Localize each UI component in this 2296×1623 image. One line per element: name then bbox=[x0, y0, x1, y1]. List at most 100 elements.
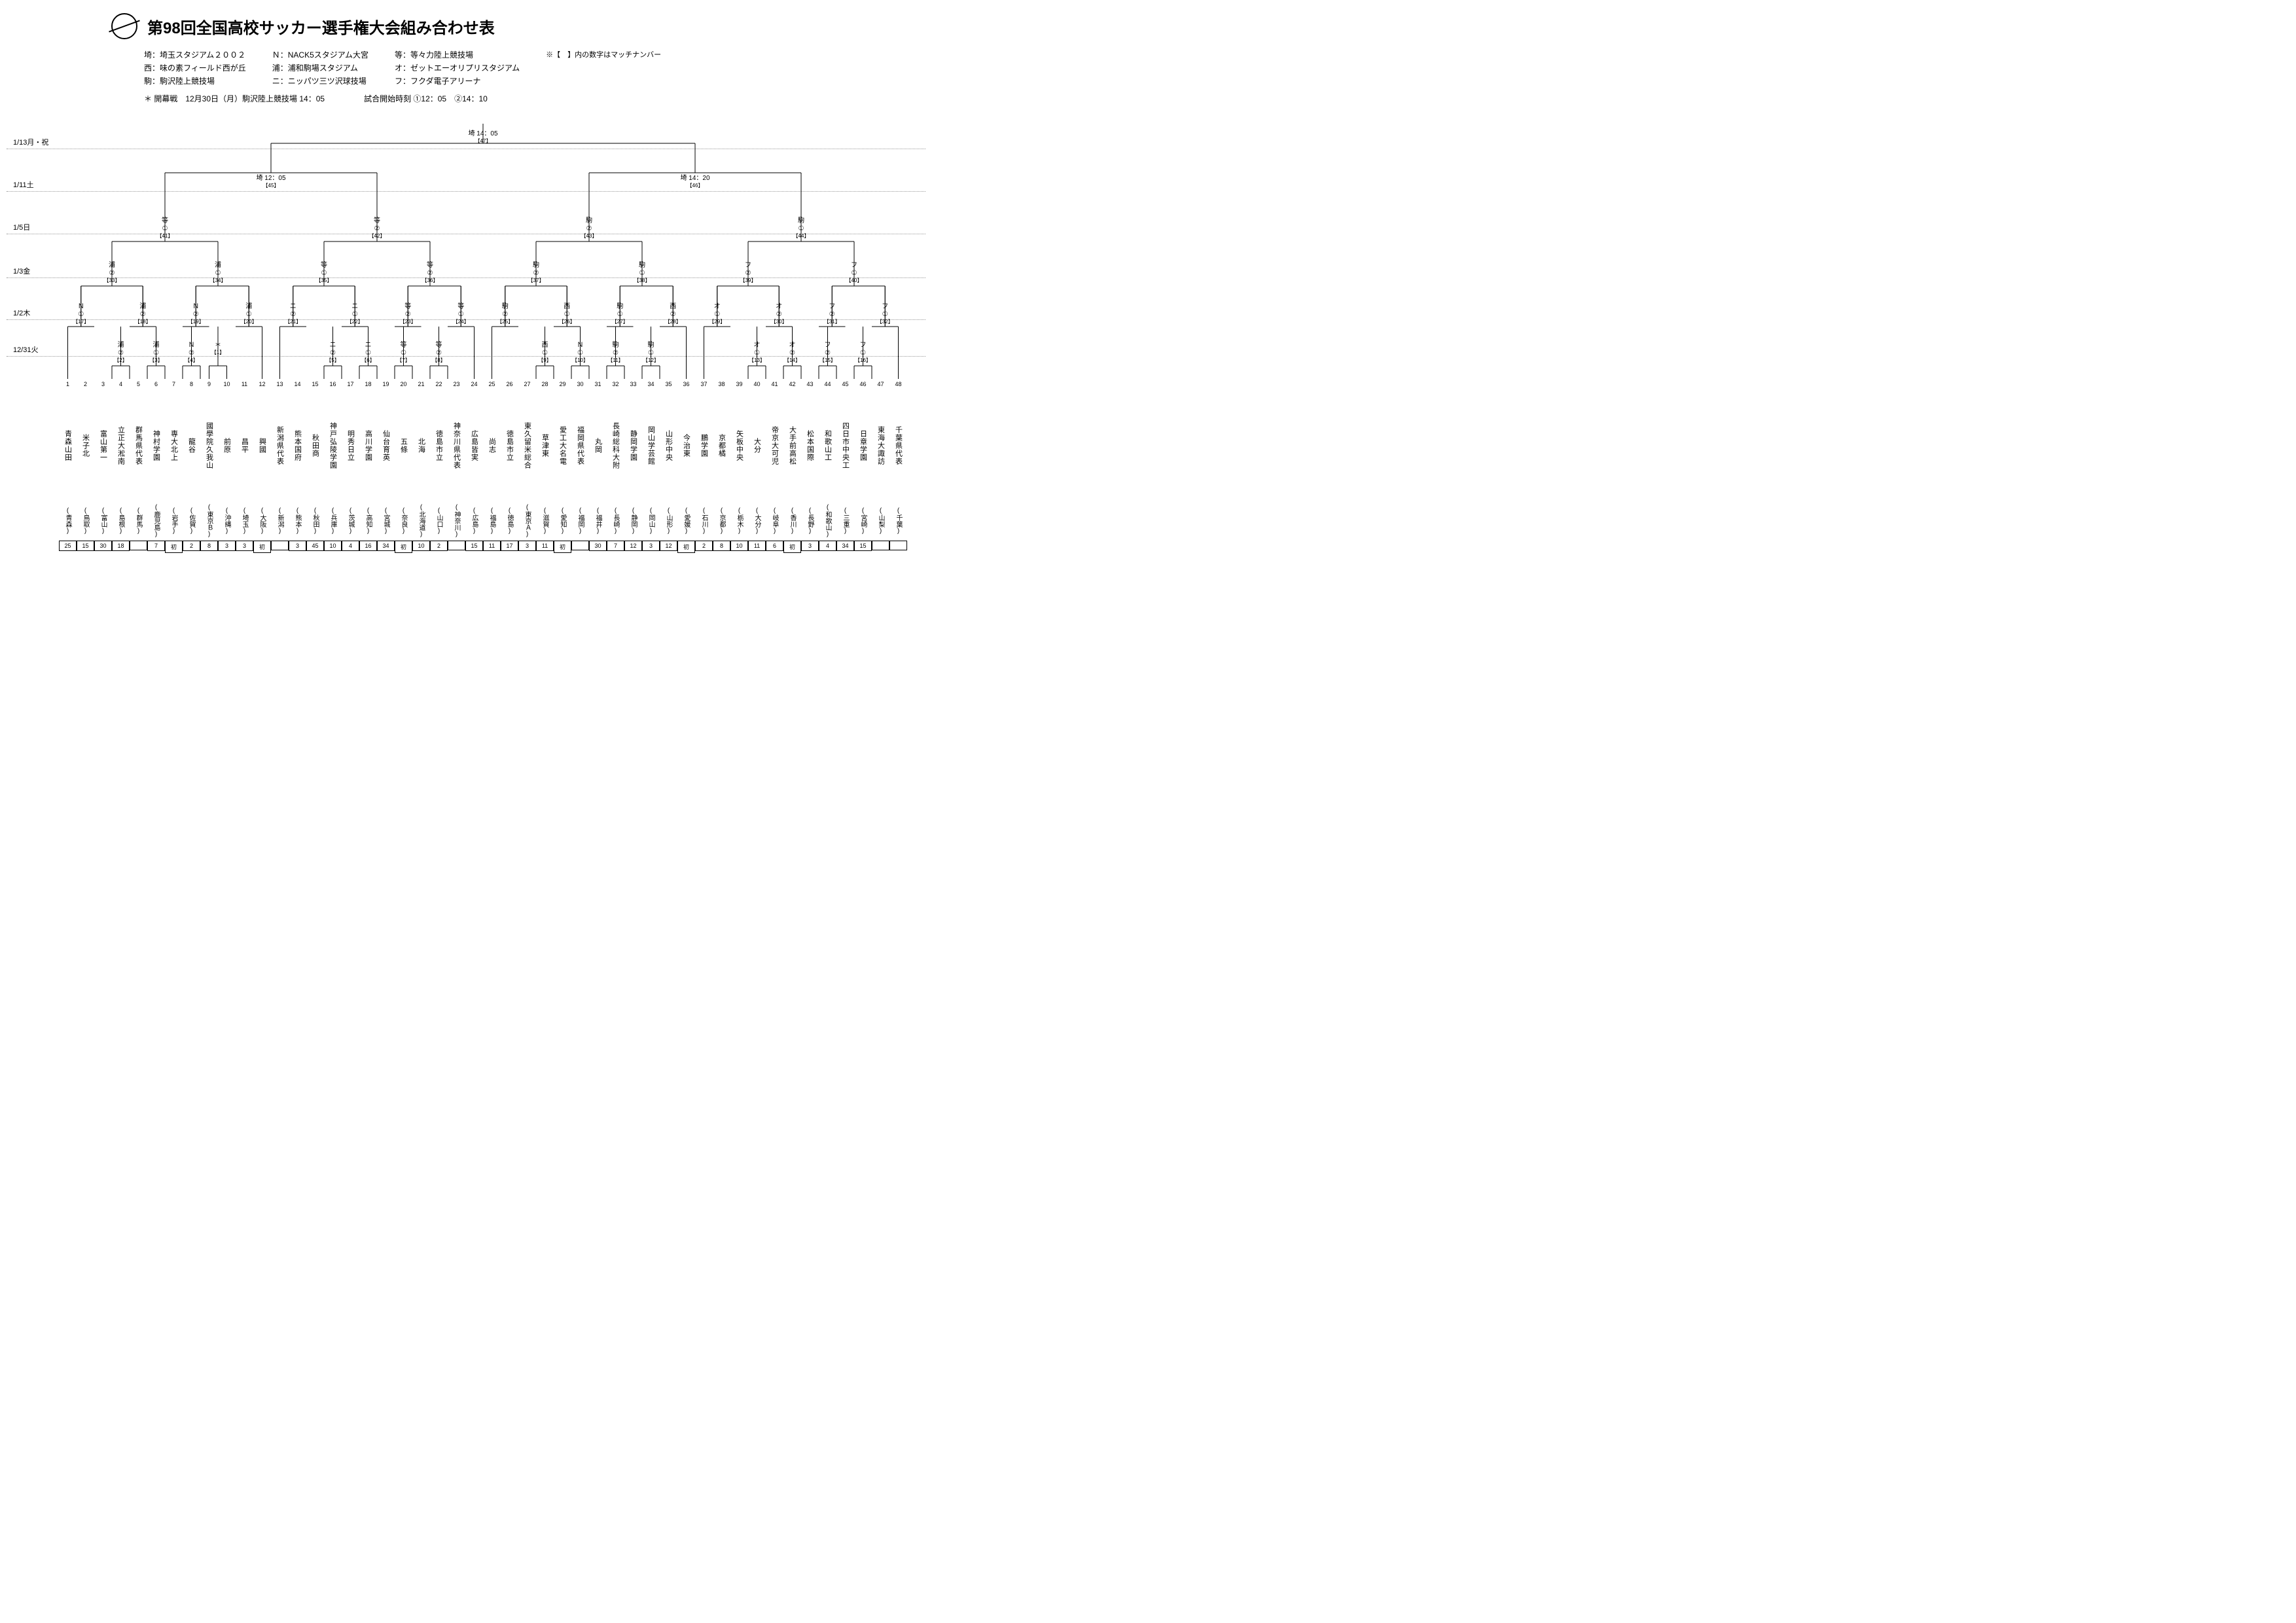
team-name: 山形中央 bbox=[664, 390, 674, 501]
match-label: 埼 14：05【47】 bbox=[468, 130, 497, 145]
team-appearances bbox=[872, 541, 889, 550]
team-appearances: 17 bbox=[501, 541, 518, 551]
team-slot: 20五條奈良初 bbox=[395, 381, 412, 553]
team-seed: 20 bbox=[395, 381, 412, 389]
match-label: 駒②【43】 bbox=[581, 217, 598, 240]
team-appearances: 12 bbox=[660, 541, 677, 551]
match-label: 等②【42】 bbox=[369, 217, 386, 240]
team-appearances: 3 bbox=[236, 541, 253, 551]
team-appearances: 3 bbox=[801, 541, 819, 551]
team-prefecture: 高知 bbox=[363, 503, 373, 539]
team-seed: 10 bbox=[218, 381, 236, 389]
team-name: 富山第一 bbox=[98, 390, 109, 501]
team-name: 新潟県代表 bbox=[275, 390, 285, 501]
team-name: 松本国際 bbox=[805, 390, 816, 501]
venue-item: Ｎ：NACK5スタジアム大宮 bbox=[272, 49, 368, 60]
team-name: 福岡県代表 bbox=[575, 390, 586, 501]
team-prefecture: 奈良 bbox=[399, 503, 408, 539]
match-label: フ②【31】 bbox=[824, 303, 840, 325]
team-name: 神戸弘陵学園 bbox=[328, 390, 338, 501]
team-name: 広島皆実 bbox=[469, 390, 480, 501]
team-prefecture: 滋賀 bbox=[540, 503, 550, 539]
team-name: 高川学園 bbox=[363, 390, 374, 501]
venue-item: 埼：埼玉スタジアム２００２ bbox=[144, 49, 246, 60]
team-prefecture: 熊本 bbox=[293, 503, 302, 539]
team-prefecture: 新潟 bbox=[275, 503, 285, 539]
team-seed: 11 bbox=[236, 381, 253, 389]
venue-item: オ：ゼットエーオリプリスタジアム bbox=[395, 62, 520, 73]
team-name: 龍谷 bbox=[187, 390, 197, 501]
team-slot: 22徳島市立山口2 bbox=[430, 381, 448, 553]
team-name: 愛工大名電 bbox=[558, 390, 568, 501]
team-prefecture: 埼玉 bbox=[240, 503, 249, 539]
team-appearances: 15 bbox=[854, 541, 872, 551]
team-seed: 12 bbox=[253, 381, 271, 389]
team-name: 千葉県代表 bbox=[893, 390, 904, 501]
venue-item: 駒：駒沢陸上競技場 bbox=[144, 75, 246, 86]
team-slot: 8龍谷佐賀2 bbox=[183, 381, 200, 553]
team-seed: 6 bbox=[147, 381, 165, 389]
team-appearances: 30 bbox=[94, 541, 112, 551]
team-seed: 13 bbox=[271, 381, 289, 389]
team-appearances: 10 bbox=[324, 541, 342, 551]
match-label: ニ②【21】 bbox=[285, 303, 301, 325]
team-slot: 43松本国際長野3 bbox=[801, 381, 819, 553]
team-prefecture: 石川 bbox=[699, 503, 709, 539]
team-name: 熊本国府 bbox=[293, 390, 303, 501]
team-seed: 27 bbox=[518, 381, 536, 389]
team-appearances: 初 bbox=[677, 541, 695, 553]
team-name: 日章学園 bbox=[858, 390, 869, 501]
team-prefecture: 秋田 bbox=[310, 503, 320, 539]
team-seed: 22 bbox=[430, 381, 448, 389]
team-prefecture: 徳島 bbox=[505, 503, 514, 539]
team-name: 北海 bbox=[416, 390, 427, 501]
bracket-area: 1/13月・祝1/11土1/5日1/3金1/2木12/31火 埼 14：05【4… bbox=[13, 114, 932, 585]
team-appearances: 15 bbox=[77, 541, 94, 551]
venue-legend: 埼：埼玉スタジアム２００２西：味の素フィールド西が丘駒：駒沢陸上競技場 Ｎ：NA… bbox=[144, 49, 932, 86]
team-prefecture: 岐阜 bbox=[770, 503, 780, 539]
team-slot: 42大手前高松香川初 bbox=[783, 381, 801, 553]
match-label: 浦②【2】 bbox=[114, 342, 127, 364]
team-seed: 19 bbox=[377, 381, 395, 389]
team-appearances bbox=[130, 541, 147, 550]
team-slot: 35山形中央山形12 bbox=[660, 381, 677, 553]
team-prefecture: 栃木 bbox=[734, 503, 744, 539]
team-slot: 7専大北上岩手初 bbox=[165, 381, 183, 553]
match-label: 駒①【38】 bbox=[634, 262, 651, 284]
match-label: フ①【32】 bbox=[877, 303, 893, 325]
match-label: 浦①【20】 bbox=[241, 303, 257, 325]
match-label: 埼 14：20【46】 bbox=[680, 175, 709, 189]
team-seed: 4 bbox=[112, 381, 130, 389]
match-label: 駒①【12】 bbox=[643, 342, 659, 364]
team-name: 丸岡 bbox=[593, 390, 603, 501]
team-appearances: 6 bbox=[766, 541, 783, 551]
team-slot: 44和歌山工和歌山4 bbox=[819, 381, 836, 553]
team-appearances: 10 bbox=[730, 541, 748, 551]
team-seed: 38 bbox=[713, 381, 730, 389]
match-label: 浦①【3】 bbox=[149, 342, 162, 364]
team-name: 大分 bbox=[752, 390, 762, 501]
venue-item: 浦：浦和駒場スタジアム bbox=[272, 62, 368, 73]
match-label: 等①【41】 bbox=[157, 217, 173, 240]
team-seed: 18 bbox=[359, 381, 377, 389]
team-seed: 33 bbox=[624, 381, 642, 389]
venue-item: 等：等々力陸上競技場 bbox=[395, 49, 520, 60]
team-seed: 21 bbox=[412, 381, 430, 389]
team-appearances bbox=[571, 541, 589, 550]
team-seed: 14 bbox=[289, 381, 306, 389]
team-seed: 9 bbox=[200, 381, 218, 389]
team-slot: 16神戸弘陵学園兵庫10 bbox=[324, 381, 342, 553]
team-prefecture: 群馬 bbox=[134, 503, 143, 539]
team-slot: 27東久留米総合東京Ａ3 bbox=[518, 381, 536, 553]
match-label: オ①【13】 bbox=[749, 342, 765, 364]
team-slot: 13新潟県代表新潟 bbox=[271, 381, 289, 553]
match-label: 浦①【34】 bbox=[210, 262, 226, 284]
team-appearances: 11 bbox=[483, 541, 501, 551]
match-label: ニ②【5】 bbox=[326, 342, 339, 364]
match-label: 西①【26】 bbox=[559, 303, 575, 325]
team-seed: 31 bbox=[589, 381, 607, 389]
team-prefecture: 福島 bbox=[487, 503, 497, 539]
team-slot: 4立正大淞南島根18 bbox=[112, 381, 130, 553]
team-slot: 23神奈川県代表神奈川 bbox=[448, 381, 465, 553]
team-prefecture: 福井 bbox=[593, 503, 603, 539]
